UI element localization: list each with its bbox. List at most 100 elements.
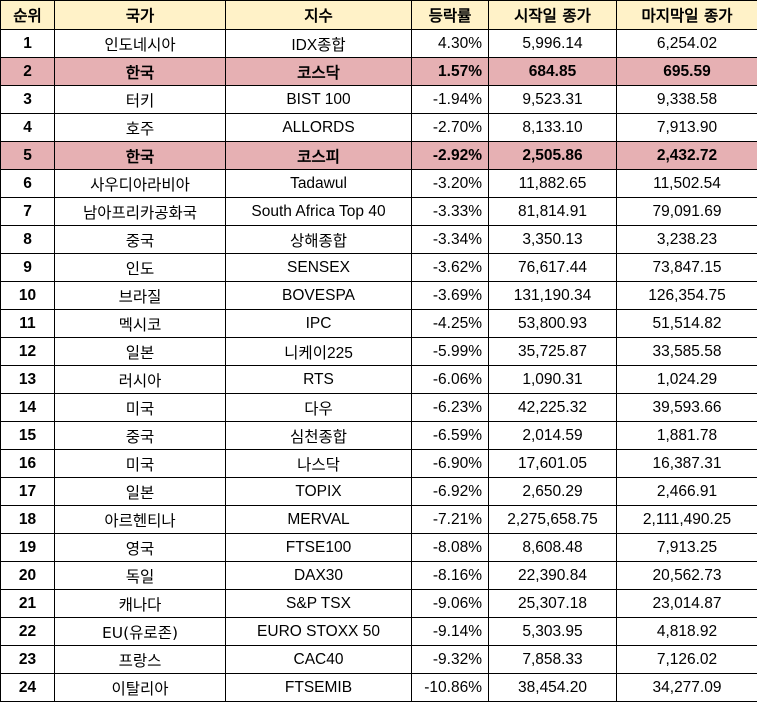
table-row: 5 한국 코스피 -2.92% 2,505.86 2,432.72 xyxy=(0,141,757,170)
cell-country: 러시아 xyxy=(54,365,226,394)
cell-country: 멕시코 xyxy=(54,309,226,338)
cell-open: 11,882.65 xyxy=(488,169,617,198)
cell-change: -4.25% xyxy=(411,309,489,338)
cell-close: 33,585.58 xyxy=(616,337,757,366)
table-row: 13 러시아 RTS -6.06% 1,090.31 1,024.29 xyxy=(0,365,757,394)
cell-change: -6.92% xyxy=(411,477,489,506)
cell-index: FTSEMIB xyxy=(225,673,412,702)
cell-open: 42,225.32 xyxy=(488,393,617,422)
cell-close: 16,387.31 xyxy=(616,449,757,478)
cell-change: -10.86% xyxy=(411,673,489,702)
cell-country: 사우디아라비아 xyxy=(54,169,226,198)
cell-index: 상해종합 xyxy=(225,225,412,254)
cell-index: 니케이225 xyxy=(225,337,412,366)
cell-open: 2,275,658.75 xyxy=(488,505,617,534)
header-rank: 순위 xyxy=(0,0,55,30)
cell-country: 미국 xyxy=(54,449,226,478)
cell-index: 심천종합 xyxy=(225,421,412,450)
cell-close: 6,254.02 xyxy=(616,29,757,58)
cell-index: SENSEX xyxy=(225,253,412,282)
cell-open: 5,303.95 xyxy=(488,617,617,646)
cell-rank: 8 xyxy=(0,225,55,254)
table-row: 22 EU(유로존) EURO STOXX 50 -9.14% 5,303.95 4,81… xyxy=(0,617,757,646)
cell-open: 53,800.93 xyxy=(488,309,617,338)
cell-index: South Africa Top 40 xyxy=(225,197,412,226)
cell-change: -3.34% xyxy=(411,225,489,254)
cell-rank: 1 xyxy=(0,29,55,58)
cell-open: 35,725.87 xyxy=(488,337,617,366)
cell-close: 34,277.09 xyxy=(616,673,757,702)
cell-rank: 22 xyxy=(0,617,55,646)
cell-rank: 9 xyxy=(0,253,55,282)
header-index: 지수 xyxy=(225,0,412,30)
cell-open: 76,617.44 xyxy=(488,253,617,282)
cell-close: 126,354.75 xyxy=(616,281,757,310)
cell-change: -3.20% xyxy=(411,169,489,198)
cell-rank: 4 xyxy=(0,113,55,142)
cell-country: 중국 xyxy=(54,225,226,254)
cell-country: 아르헨티나 xyxy=(54,505,226,534)
cell-change: -2.70% xyxy=(411,113,489,142)
cell-open: 38,454.20 xyxy=(488,673,617,702)
cell-index: 나스닥 xyxy=(225,449,412,478)
cell-change: -9.06% xyxy=(411,589,489,618)
table-row: 18 아르헨티나 MERVAL -7.21% 2,275,658.75 2,111,490… xyxy=(0,505,757,534)
cell-rank: 20 xyxy=(0,561,55,590)
cell-open: 1,090.31 xyxy=(488,365,617,394)
table-row: 11 멕시코 IPC -4.25% 53,800.93 51,514.82 xyxy=(0,309,757,338)
cell-index: MERVAL xyxy=(225,505,412,534)
table-row: 8 중국 상해종합 -3.34% 3,350.13 3,238.23 xyxy=(0,225,757,254)
cell-country: EU(유로존) xyxy=(54,617,226,646)
cell-open: 131,190.34 xyxy=(488,281,617,310)
cell-rank: 11 xyxy=(0,309,55,338)
cell-rank: 7 xyxy=(0,197,55,226)
table-body: 1 인도네시아 IDX종합 4.30% 5,996.14 6,254.02 2 한국 코스닥 1.… xyxy=(0,29,757,702)
cell-open: 5,996.14 xyxy=(488,29,617,58)
cell-country: 이탈리아 xyxy=(54,673,226,702)
cell-rank: 12 xyxy=(0,337,55,366)
cell-rank: 17 xyxy=(0,477,55,506)
cell-close: 2,432.72 xyxy=(616,141,757,170)
cell-index: Tadawul xyxy=(225,169,412,198)
table-row: 6 사우디아라비아 Tadawul -3.20% 11,882.65 11,502.54 xyxy=(0,169,757,198)
cell-close: 2,466.91 xyxy=(616,477,757,506)
cell-change: -9.14% xyxy=(411,617,489,646)
cell-close: 7,913.25 xyxy=(616,533,757,562)
cell-change: -7.21% xyxy=(411,505,489,534)
cell-index: ALLORDS xyxy=(225,113,412,142)
cell-rank: 3 xyxy=(0,85,55,114)
table-row: 21 캐나다 S&P TSX -9.06% 25,307.18 23,014.87 xyxy=(0,589,757,618)
table-row: 23 프랑스 CAC40 -9.32% 7,858.33 7,126.02 xyxy=(0,645,757,674)
cell-index: FTSE100 xyxy=(225,533,412,562)
cell-country: 인도 xyxy=(54,253,226,282)
cell-index: 코스피 xyxy=(225,141,412,170)
cell-close: 51,514.82 xyxy=(616,309,757,338)
table-row: 12 일본 니케이225 -5.99% 35,725.87 33,585.58 xyxy=(0,337,757,366)
cell-close: 23,014.87 xyxy=(616,589,757,618)
cell-change: -8.16% xyxy=(411,561,489,590)
cell-change: -6.59% xyxy=(411,421,489,450)
cell-rank: 23 xyxy=(0,645,55,674)
table-row: 9 인도 SENSEX -3.62% 76,617.44 73,847.15 xyxy=(0,253,757,282)
cell-country: 미국 xyxy=(54,393,226,422)
cell-change: -3.69% xyxy=(411,281,489,310)
cell-rank: 2 xyxy=(0,57,55,86)
cell-open: 2,650.29 xyxy=(488,477,617,506)
cell-change: -3.62% xyxy=(411,253,489,282)
cell-change: -8.08% xyxy=(411,533,489,562)
cell-open: 7,858.33 xyxy=(488,645,617,674)
cell-country: 독일 xyxy=(54,561,226,590)
cell-close: 73,847.15 xyxy=(616,253,757,282)
cell-close: 20,562.73 xyxy=(616,561,757,590)
cell-open: 8,608.48 xyxy=(488,533,617,562)
cell-index: DAX30 xyxy=(225,561,412,590)
cell-open: 3,350.13 xyxy=(488,225,617,254)
cell-rank: 21 xyxy=(0,589,55,618)
cell-country: 영국 xyxy=(54,533,226,562)
cell-open: 17,601.05 xyxy=(488,449,617,478)
cell-rank: 10 xyxy=(0,281,55,310)
cell-open: 25,307.18 xyxy=(488,589,617,618)
cell-change: -6.90% xyxy=(411,449,489,478)
cell-index: 다우 xyxy=(225,393,412,422)
cell-open: 2,014.59 xyxy=(488,421,617,450)
